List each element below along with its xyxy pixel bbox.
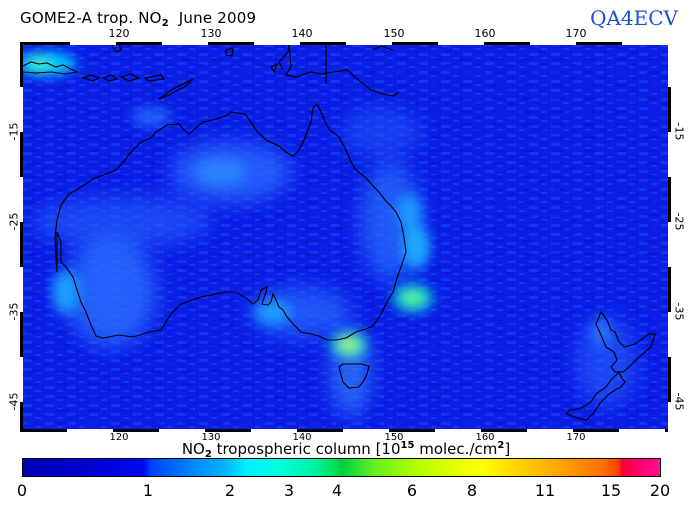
- lon-tick-bottom: 170: [566, 432, 586, 443]
- lon-tick-top: 170: [565, 27, 587, 40]
- title-date: June 2009: [178, 9, 257, 27]
- frame-top-scale: [24, 42, 670, 45]
- colorbar-label: 3: [283, 481, 295, 500]
- cb-title-mid: tropospheric column [10: [211, 440, 401, 458]
- frame-right-scale: [668, 42, 671, 432]
- map-canvas: [21, 42, 670, 432]
- colorbar-label: 6: [406, 481, 418, 500]
- lat-tick-left: -25: [7, 212, 21, 231]
- lon-tick-bottom: 120: [109, 432, 129, 443]
- cb-title-exp: 15: [400, 440, 415, 451]
- colorbar-label: 20: [649, 481, 671, 500]
- map-frame: [21, 42, 670, 432]
- colorbar: [22, 458, 661, 477]
- lon-tick-top: 140: [291, 27, 313, 40]
- lat-tick-right: -45: [672, 392, 686, 411]
- lat-tick-right: -35: [672, 302, 686, 321]
- title-text: GOME2-A trop. NO: [20, 9, 162, 27]
- lon-tick-bottom: 150: [384, 432, 404, 443]
- lat-tick-right: -15: [672, 122, 686, 141]
- cb-title-no: NO: [181, 440, 205, 458]
- cb-title-end: ]: [504, 440, 511, 458]
- lat-tick-left: -45: [7, 392, 21, 411]
- colorbar-label: 11: [534, 481, 556, 500]
- lat-tick-left: -15: [7, 122, 21, 141]
- colorbar-label: 1: [142, 481, 154, 500]
- lat-tick-left: -35: [7, 302, 21, 321]
- lat-tick-right: -25: [672, 212, 686, 231]
- lon-tick-top: 160: [474, 27, 496, 40]
- no2-map: [21, 42, 670, 432]
- cb-title-sub: 2: [204, 449, 212, 460]
- colorbar-title: NO2 tropospheric column [1015 molec./cm2…: [0, 440, 692, 460]
- lon-tick-top: 130: [200, 27, 222, 40]
- new-zealand-north-outline: [595, 310, 656, 373]
- colorbar-label: 2: [224, 481, 236, 500]
- colorbar-label: 15: [600, 481, 622, 500]
- java-outline: [22, 61, 79, 75]
- lon-tick-bottom: 160: [475, 432, 495, 443]
- cb-title-unit: molec./cm: [414, 440, 498, 458]
- new-guinea-outline: [285, 42, 400, 97]
- cb-title-unit-exp: 2: [497, 440, 505, 451]
- colorbar-label: 0: [16, 481, 28, 500]
- brand-label: QA4ECV: [590, 6, 678, 30]
- frame-bottom-scale: [21, 429, 670, 432]
- colorbar-label: 4: [331, 481, 343, 500]
- tasmania-outline: [338, 363, 370, 389]
- colorbar-label: 8: [466, 481, 478, 500]
- australia-outline: [54, 103, 407, 341]
- lon-tick-top: 150: [383, 27, 405, 40]
- frame-left-scale: [20, 42, 23, 432]
- hotspots: [21, 52, 611, 358]
- lon-tick-top: 120: [108, 27, 130, 40]
- title-subscript: 2: [161, 18, 169, 29]
- lon-tick-bottom: 130: [201, 432, 221, 443]
- lon-tick-bottom: 140: [292, 432, 312, 443]
- coastlines: [22, 42, 656, 421]
- new-zealand-south-outline: [566, 371, 626, 421]
- plot-title: GOME2-A trop. NO2 June 2009: [20, 9, 256, 29]
